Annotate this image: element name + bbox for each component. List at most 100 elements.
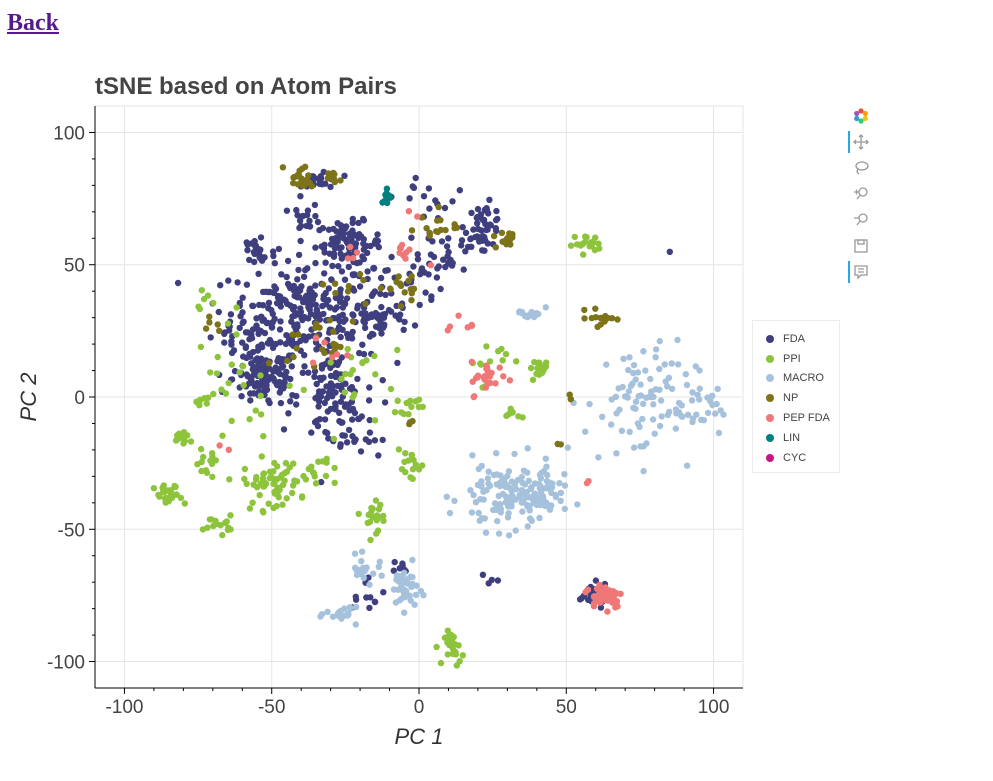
data-point — [428, 293, 435, 300]
data-point — [287, 398, 294, 405]
data-point — [434, 265, 441, 272]
data-point — [282, 459, 290, 467]
data-point — [305, 304, 312, 311]
data-point — [581, 315, 588, 322]
data-point — [596, 581, 603, 588]
data-point — [402, 450, 409, 457]
data-point — [415, 466, 423, 473]
data-point — [255, 270, 262, 277]
data-point — [266, 468, 274, 475]
data-point — [398, 241, 406, 249]
data-point — [246, 416, 253, 423]
data-point — [468, 243, 475, 250]
data-point — [360, 350, 368, 358]
data-point — [630, 369, 637, 377]
legend-item[interactable]: MACRO — [753, 369, 839, 389]
data-point — [338, 244, 345, 251]
data-point — [416, 271, 424, 278]
zoom-out-icon[interactable] — [848, 208, 874, 232]
zoom-in-icon[interactable] — [848, 182, 874, 206]
save-icon[interactable] — [848, 234, 874, 258]
data-point — [295, 266, 302, 274]
data-point — [335, 263, 342, 270]
data-point — [325, 435, 332, 442]
data-points — [150, 163, 727, 669]
data-point — [392, 312, 399, 319]
data-point — [329, 613, 337, 620]
data-point — [704, 409, 712, 417]
data-point — [353, 249, 361, 256]
data-point — [524, 523, 531, 530]
data-point — [556, 480, 563, 487]
data-point — [294, 276, 301, 283]
data-point — [290, 353, 297, 361]
data-point — [387, 385, 395, 393]
data-point — [258, 453, 265, 460]
legend-item[interactable]: LIN — [753, 428, 839, 448]
data-point — [443, 243, 451, 250]
data-point — [468, 358, 475, 366]
data-point — [323, 394, 331, 402]
data-point — [402, 469, 409, 476]
legend-item[interactable]: PEP FDA — [753, 408, 839, 428]
data-point — [399, 562, 406, 569]
legend-item[interactable]: PPI — [753, 349, 839, 369]
data-point — [181, 437, 188, 445]
data-point — [524, 445, 531, 452]
data-point — [526, 494, 533, 501]
data-point — [648, 388, 655, 395]
data-point — [371, 437, 379, 444]
data-point — [359, 341, 366, 348]
data-point — [339, 432, 346, 439]
data-point — [304, 265, 311, 272]
lasso-select-icon[interactable] — [848, 156, 874, 180]
data-point — [387, 308, 395, 315]
data-point — [582, 428, 589, 435]
data-point — [297, 237, 304, 245]
data-point — [498, 345, 505, 353]
legend-item[interactable]: CYC — [753, 448, 839, 468]
data-point — [305, 369, 312, 376]
data-point — [656, 422, 664, 430]
data-point — [619, 383, 626, 391]
data-point — [451, 497, 458, 504]
data-point — [302, 476, 310, 483]
data-point — [540, 367, 547, 374]
data-point — [316, 226, 323, 234]
data-point — [408, 273, 415, 280]
data-point — [720, 411, 727, 418]
data-point — [194, 461, 201, 468]
legend: FDA PPI MACRO NP PEP FDA LIN CYC — [752, 320, 840, 473]
bokeh-logo-icon[interactable] — [848, 104, 874, 128]
data-point — [321, 416, 329, 423]
data-point — [640, 467, 647, 475]
data-point — [493, 501, 500, 509]
data-point — [592, 314, 600, 321]
data-point — [256, 301, 263, 309]
data-point — [159, 484, 166, 491]
legend-item[interactable]: FDA — [753, 329, 839, 349]
data-point — [311, 368, 319, 375]
data-point — [257, 392, 264, 399]
pan-icon[interactable] — [848, 130, 874, 154]
back-link[interactable]: Back — [7, 10, 60, 36]
data-point — [236, 299, 243, 307]
data-point — [478, 515, 486, 522]
hover-icon[interactable] — [848, 260, 874, 284]
legend-item[interactable]: NP — [753, 388, 839, 408]
data-point — [473, 214, 480, 222]
x-tick-label: 50 — [556, 697, 577, 718]
data-point — [301, 352, 308, 359]
legend-marker — [766, 334, 774, 343]
data-point — [536, 359, 543, 366]
data-point — [508, 498, 515, 506]
data-point — [316, 311, 324, 318]
data-point — [301, 313, 308, 321]
data-point — [284, 280, 292, 288]
data-point — [331, 464, 338, 472]
data-point — [206, 516, 214, 523]
data-point — [339, 326, 346, 333]
data-point — [288, 363, 295, 370]
legend-marker — [766, 394, 774, 403]
